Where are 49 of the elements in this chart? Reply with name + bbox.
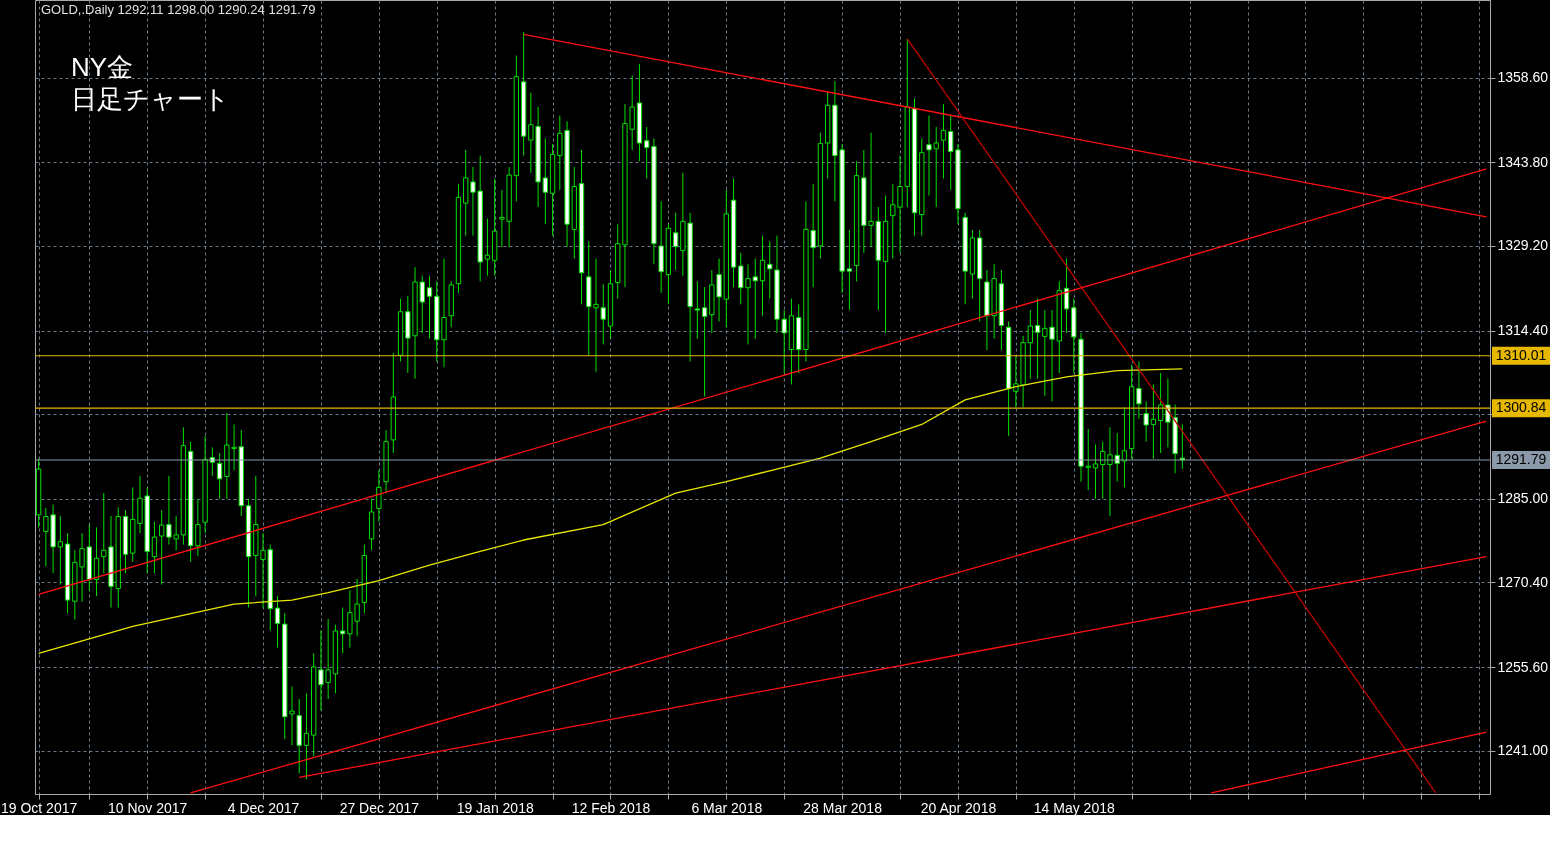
y-tick-label: 1255.60 [1497,658,1549,675]
x-tick-label: 10 Nov 2017 [108,799,188,816]
candlestick [274,595,281,649]
x-tick-label: 20 Apr 2018 [920,799,997,816]
y-tick-label: 1358.60 [1497,69,1549,86]
x-tick-label: 14 May 2018 [1033,799,1115,816]
candlestick [1143,401,1149,443]
candlestick [940,103,947,179]
annotation: NY金 [71,52,134,82]
chart-title: GOLD,.Daily 1292.11 1298.00 1290.24 1291.79 [41,2,316,17]
candlestick [151,521,158,574]
candlestick [216,452,223,500]
candlestick [1063,258,1070,334]
line-series [37,368,1183,654]
candlestick [195,498,201,557]
candlestick [1157,372,1164,454]
y-tick-label: 1270.40 [1497,573,1549,590]
candlestick [484,218,491,277]
candlestick [846,229,853,311]
x-tick-label: 28 Mar 2018 [803,799,883,816]
candlestick [542,137,549,225]
ref-line-label: 1291.79 [1495,450,1547,467]
y-tick-label: 1285.00 [1497,490,1549,507]
y-tick-label: 1314.40 [1497,322,1549,339]
x-tick-label: 12 Feb 2018 [571,799,651,816]
candlestick [672,212,679,271]
annotation: 日足チャート [71,84,230,114]
candlestick [1034,298,1041,380]
candlestick [426,275,433,340]
y-tick-label: 1343.80 [1497,153,1549,170]
candlestick [1092,443,1099,500]
x-tick-label: 19 Oct 2017 [0,799,78,816]
y-tick-label: 1241.00 [1497,742,1549,759]
candlestick [339,607,346,654]
candlestick [759,235,766,317]
candlestick [701,286,708,397]
candlestick [57,515,64,586]
x-tick-label: 27 Dec 2017 [339,799,420,816]
candlestick [303,692,310,780]
ref-line-label: 1300.84 [1495,399,1547,416]
x-tick-label: 19 Jan 2018 [456,799,534,816]
candlestick [1150,383,1157,460]
y-tick-label: 1329.20 [1497,237,1549,254]
candlestick [694,280,701,340]
x-tick-label: 4 Dec 2017 [227,799,300,816]
candlestick [1027,309,1034,380]
x-tick-label: 6 Mar 2018 [691,799,763,816]
candlestick [376,469,382,523]
ref-line-label: 1310.01 [1495,346,1547,363]
